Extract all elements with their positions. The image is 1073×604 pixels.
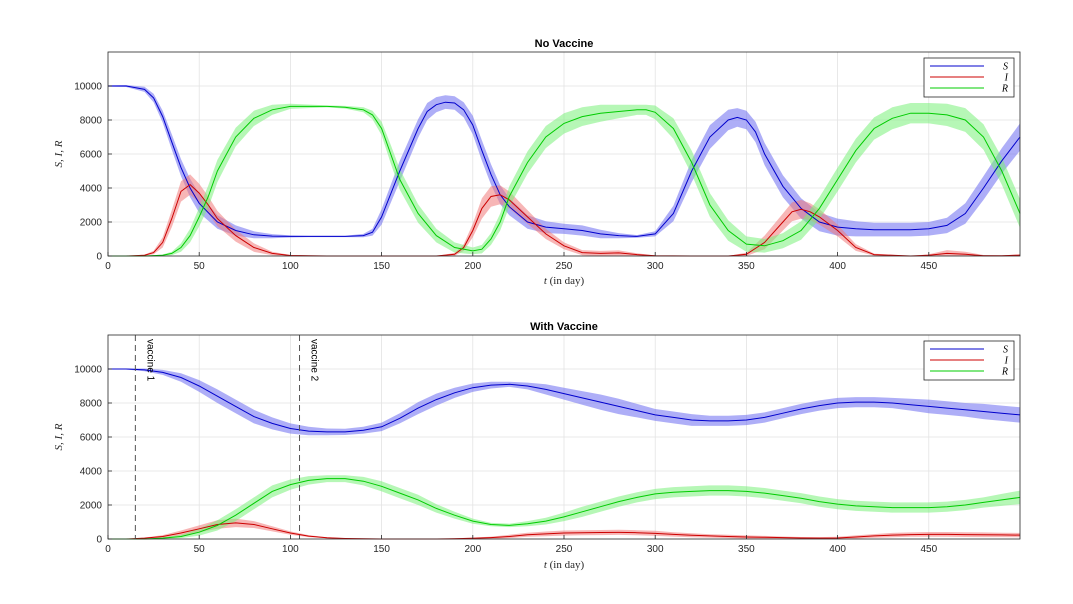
x-tick-label: 350 [738, 261, 755, 272]
legend-label-I: I [1004, 356, 1009, 367]
chart-title: With Vaccine [530, 321, 598, 333]
y-tick-label: 6000 [80, 150, 103, 161]
x-tick-label: 350 [738, 544, 755, 555]
x-tick-label: 0 [105, 261, 111, 272]
line-R [108, 478, 1021, 540]
y-axis-label: S, I, R [53, 423, 65, 450]
series-lines [108, 368, 1021, 540]
chart-title: No Vaccine [535, 38, 594, 50]
x-tick-label: 450 [920, 544, 937, 555]
band-S [108, 85, 1020, 239]
x-tick-label: 300 [647, 544, 664, 555]
y-tick-labels: 0 2000 4000 6000 8000 10000 [74, 82, 112, 263]
y-tick-label: 4000 [80, 467, 103, 478]
x-tick-label: 450 [920, 261, 937, 272]
y-tick-label: 4000 [80, 184, 103, 195]
y-tick-label: 0 [96, 535, 102, 546]
legend-label-I: I [1004, 73, 1009, 84]
y-axis-label: S, I, R [53, 140, 65, 167]
x-tick-label: 400 [829, 261, 846, 272]
band-S [108, 368, 1020, 436]
x-tick-label: 50 [194, 261, 206, 272]
y-tick-label: 2000 [80, 501, 103, 512]
line-S [108, 368, 1021, 433]
x-tick-label: 200 [464, 261, 481, 272]
line-I [108, 522, 1021, 540]
line-R [108, 105, 1021, 257]
legend-label-R: R [1001, 367, 1008, 378]
annotations: vaccine 1 vaccine 2 [134, 335, 320, 539]
chart-with-vaccine: vaccine 1 vaccine 2 0 50 100 150 200 250 300 350… [53, 321, 1021, 571]
y-tick-label: 2000 [80, 218, 103, 229]
x-axis-label: t (in day) [544, 275, 585, 287]
x-tick-label: 150 [373, 261, 390, 272]
line-I [108, 183, 1021, 257]
x-tick-label: 250 [556, 544, 573, 555]
x-axis-label: t (in day) [544, 559, 585, 571]
x-tick-label: 250 [556, 261, 573, 272]
x-tick-label: 150 [373, 544, 390, 555]
series-lines [108, 85, 1021, 257]
y-tick-label: 8000 [80, 399, 103, 410]
legend-label-S: S [1003, 345, 1008, 356]
annotation-label: vaccine 1 [144, 339, 155, 382]
x-tick-label: 100 [282, 544, 299, 555]
x-tick-labels: 0 50 100 150 200 250 300 350 400 450 [105, 535, 938, 555]
annotation-label: vaccine 2 [309, 339, 320, 382]
y-tick-labels: 0 2000 4000 6000 8000 10000 [74, 365, 112, 546]
x-tick-label: 300 [647, 261, 664, 272]
y-tick-label: 10000 [74, 365, 102, 376]
x-tick-label: 200 [464, 544, 481, 555]
x-tick-labels: 0 50 100 150 200 250 300 350 400 450 [105, 252, 938, 272]
legend: SIR [923, 57, 1015, 98]
legend: SIR [923, 340, 1015, 381]
chart-no-vaccine: 0 50 100 150 200 250 300 350 400 450 0 2000 4000 600… [53, 38, 1021, 287]
y-tick-label: 8000 [80, 116, 103, 127]
legend-label-S: S [1003, 62, 1008, 73]
x-tick-label: 50 [194, 544, 206, 555]
x-tick-label: 400 [829, 544, 846, 555]
legend-label-R: R [1001, 84, 1008, 95]
line-S [108, 85, 1021, 237]
x-tick-label: 0 [105, 544, 111, 555]
y-tick-label: 10000 [74, 82, 102, 93]
x-tick-label: 100 [282, 261, 299, 272]
y-tick-label: 6000 [80, 433, 103, 444]
y-tick-label: 0 [96, 252, 102, 263]
band-I [108, 518, 1020, 539]
